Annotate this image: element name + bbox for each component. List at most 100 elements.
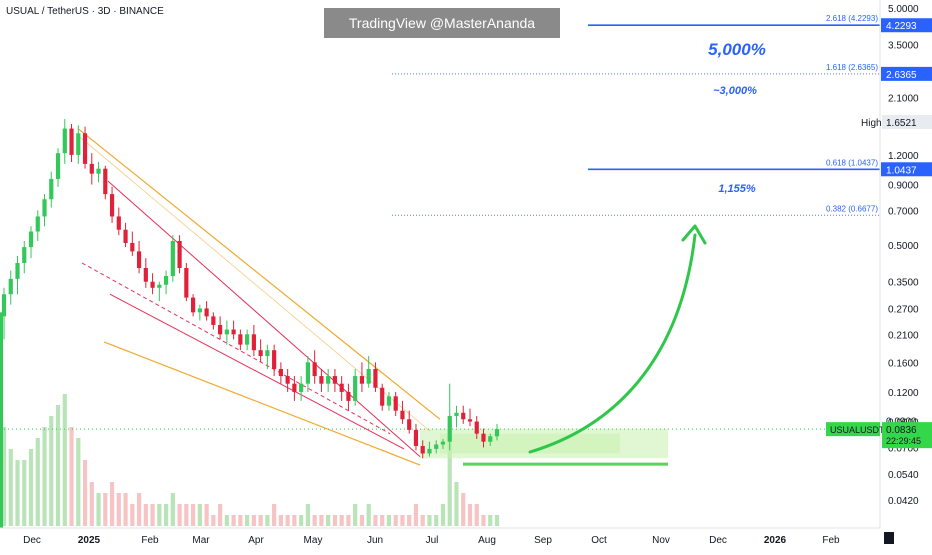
candle-body (278, 368, 283, 377)
volume-bar (272, 504, 277, 526)
volume-bar (170, 493, 175, 526)
channel-lower-line (109, 293, 405, 450)
symbol-price-tag (826, 422, 880, 437)
y-tick-label: 0.1600 (888, 358, 919, 369)
candle-body (353, 376, 358, 401)
volume-bar (69, 427, 74, 526)
candle-body (366, 368, 371, 384)
x-tick-label: May (304, 535, 323, 546)
x-tick-label: Feb (141, 535, 159, 546)
x-tick-label: Dec (23, 535, 41, 546)
volume-bar (8, 449, 13, 526)
volume-bar (413, 504, 419, 526)
candle-body (96, 168, 101, 174)
candle-body (386, 396, 392, 406)
candle-body (28, 231, 34, 248)
volume-bar (380, 515, 385, 526)
volume-bar (55, 405, 61, 526)
candle-body (22, 247, 27, 263)
volume-bar (116, 493, 121, 526)
volume-bar (245, 515, 250, 526)
x-tick-label: Apr (248, 535, 264, 546)
symbol-title: USUAL / TetherUS · 3D · BINANCE (6, 6, 164, 17)
volume-bar (481, 515, 486, 526)
volume-bar (82, 460, 88, 526)
candle-body (407, 419, 412, 430)
volume-bar (224, 515, 229, 526)
volume-bar (204, 504, 209, 526)
candle-body (461, 412, 466, 420)
candle-body (346, 391, 351, 401)
volume-bar (454, 482, 459, 526)
y-tick-label: 0.7000 (888, 206, 919, 217)
volume-bar (494, 515, 500, 526)
volume-bar (191, 504, 196, 526)
volume-bar (386, 515, 392, 526)
high-label: High (861, 118, 882, 129)
volume-bar (197, 504, 202, 526)
volume-bar (231, 515, 236, 526)
volume-bar (346, 515, 351, 526)
candle-body (265, 350, 270, 357)
volume-bar (467, 504, 473, 526)
y-tick-label: 0.2100 (888, 330, 919, 341)
volume-bar (427, 515, 432, 526)
x-tick-label: 2026 (764, 535, 787, 546)
projection-arrow-layer (528, 224, 707, 454)
fib-level-label: 2.618 (4.2293) (826, 14, 878, 23)
volume-bar (184, 504, 189, 526)
volume-layer (1, 394, 500, 526)
x-tick-label: Dec (709, 535, 727, 546)
candle-body (231, 329, 236, 335)
volume-bar (299, 515, 304, 526)
target-percent-label: 1,155% (718, 183, 756, 195)
volume-bar (130, 504, 135, 526)
falling-wedge-lines (0, 128, 880, 466)
candle-body (136, 251, 142, 268)
watermark: TradingView @MasterAnanda (324, 8, 560, 38)
arrow-head-icon (681, 224, 707, 245)
candle-body (157, 284, 162, 288)
candle-body (420, 445, 425, 454)
x-tick-label: Nov (652, 535, 670, 546)
price-tags-layer: 4.2293 2.6365 1.0437 High 1.6521 0.0900 0.0700… (826, 18, 932, 544)
candle-body (177, 240, 182, 268)
y-tick-label: 5.0000 (888, 4, 919, 15)
candle-body (440, 441, 446, 445)
candle-body (299, 383, 304, 392)
candle-body (116, 216, 121, 230)
candle-body (123, 229, 128, 243)
candle-body (143, 267, 148, 282)
candle-body (62, 128, 67, 154)
target-labels-layer: 5,000% ~3,000% 1,155% (708, 40, 766, 195)
candle-body-edge (0, 312, 3, 528)
fib-level-label: 1.618 (2.6365) (826, 63, 878, 72)
last-price-tag (882, 422, 932, 449)
volume-bar (103, 493, 108, 526)
candle-body (326, 376, 331, 384)
y-tick-label: 0.1200 (888, 388, 919, 399)
channel-mid-line (81, 262, 391, 435)
volume-bar (89, 482, 94, 526)
volume-bar (353, 504, 358, 526)
candle-body (163, 276, 169, 285)
volume-bar (292, 515, 297, 526)
candle-body (251, 334, 256, 351)
candle-body (82, 133, 88, 164)
volume-bar (22, 460, 27, 526)
candles-layer (0, 119, 500, 528)
volume-bar (312, 515, 317, 526)
volume-bar (461, 493, 466, 526)
high-price-tag (882, 114, 932, 129)
volume-bar (258, 515, 263, 526)
candle-body (319, 376, 324, 384)
countdown-text: 22:29:45 (886, 436, 921, 446)
candle-body (170, 240, 175, 277)
candle-body (35, 216, 40, 232)
volume-bar (447, 438, 452, 526)
volume-bar (96, 493, 101, 526)
volume-bar (143, 504, 148, 526)
volume-bar (366, 504, 371, 526)
